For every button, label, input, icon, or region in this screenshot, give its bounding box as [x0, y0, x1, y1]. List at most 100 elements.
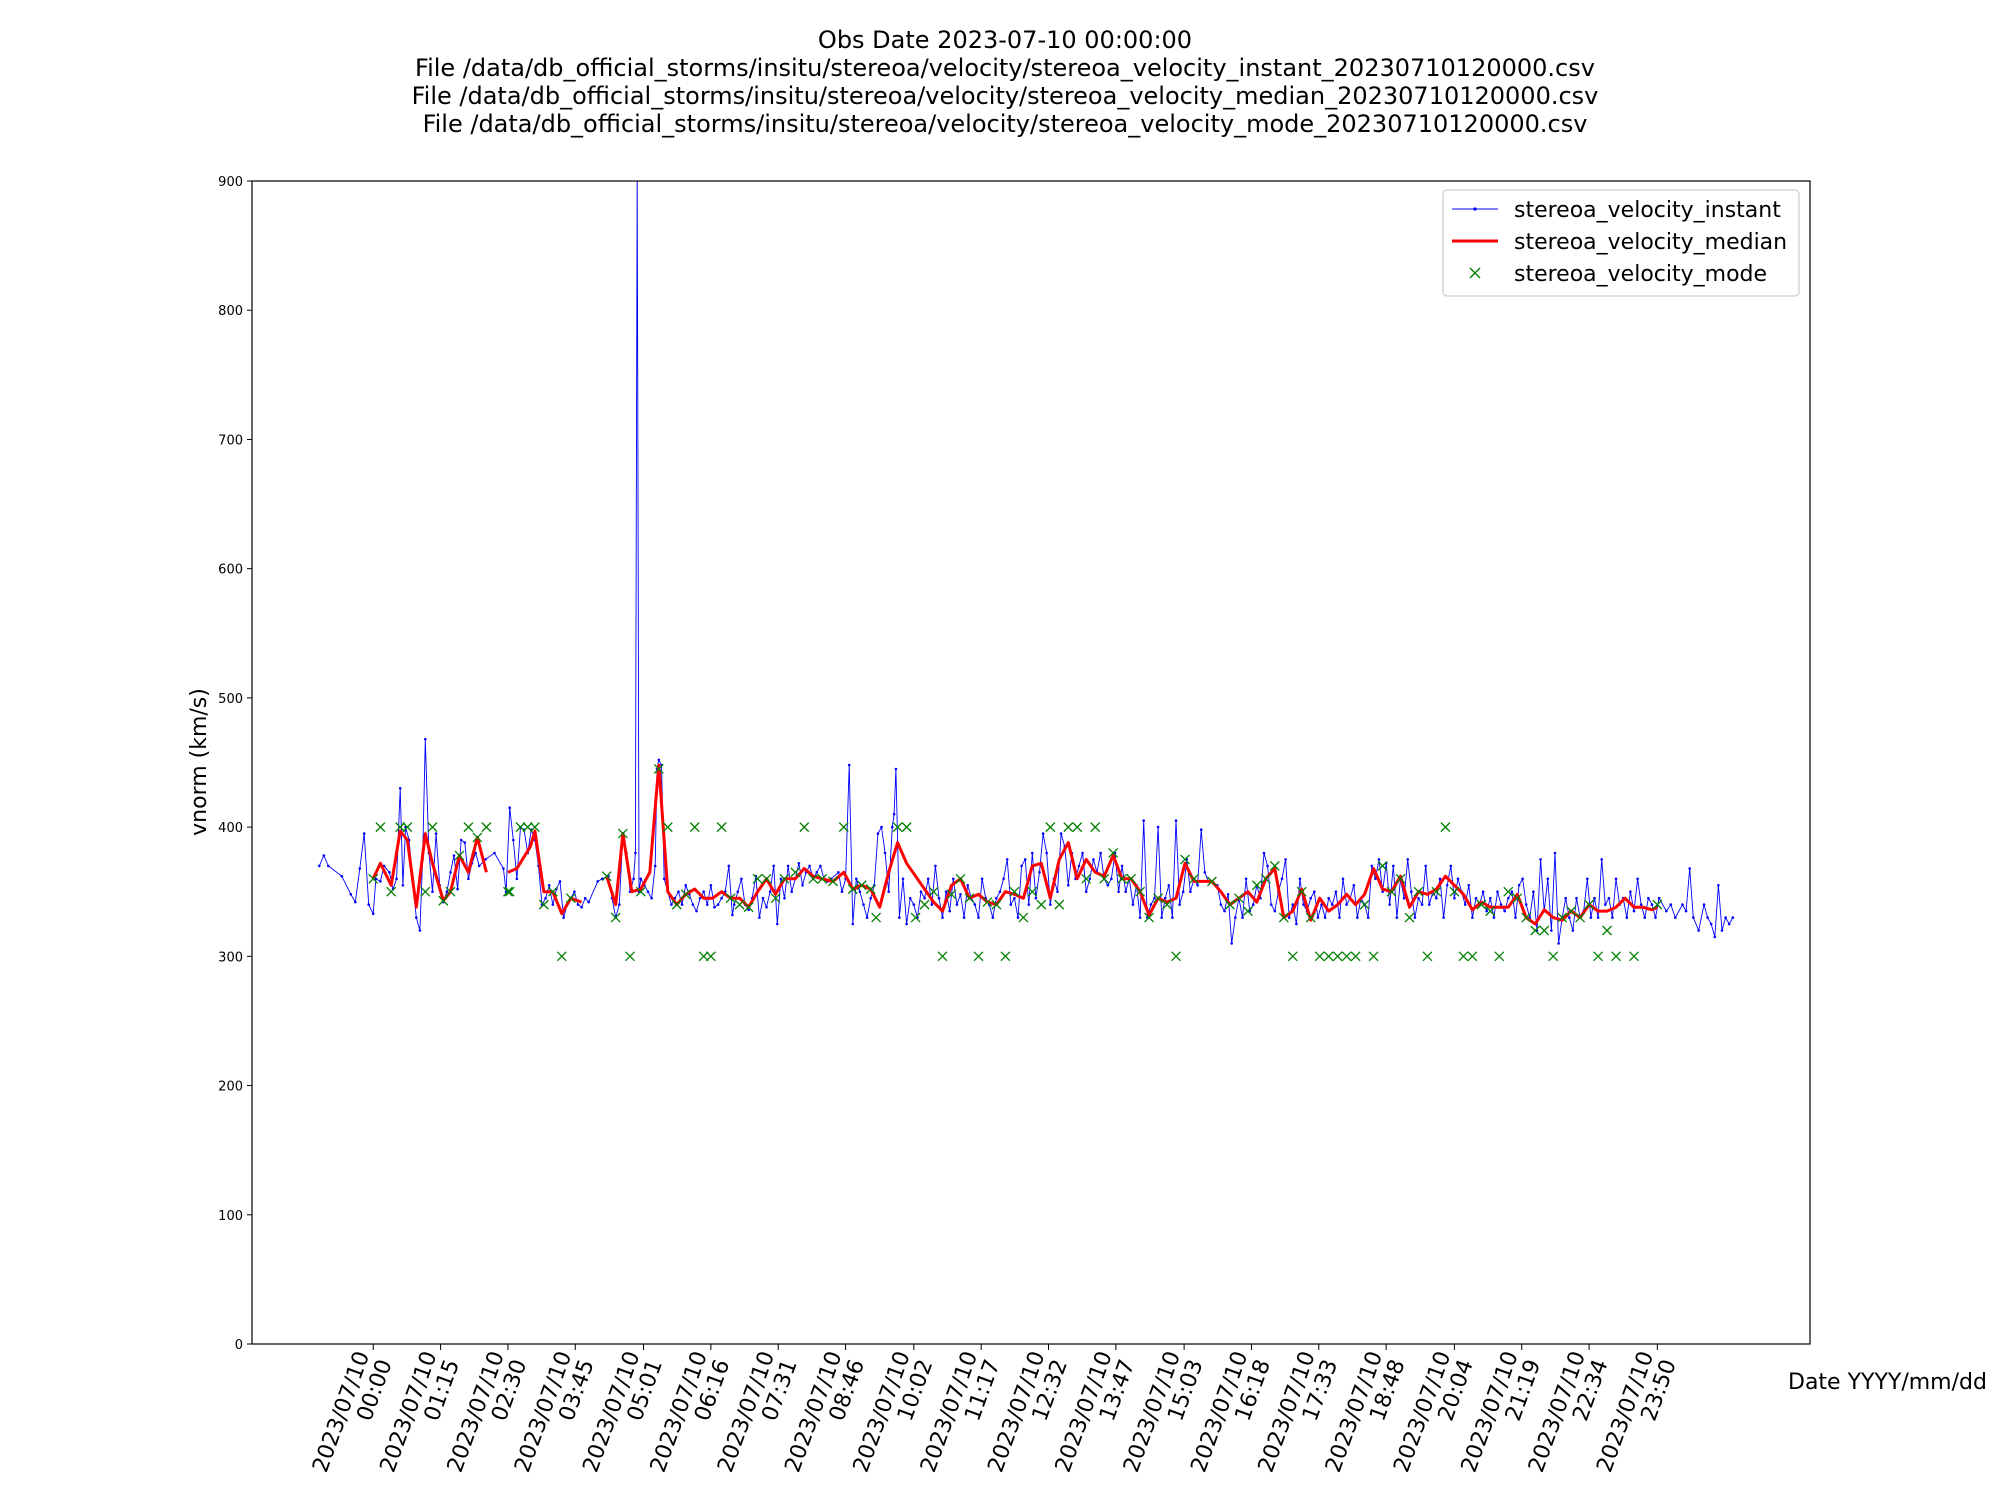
instant-point: [1266, 864, 1269, 868]
mode-point: [463, 822, 474, 833]
instant-point: [1181, 890, 1185, 893]
instant-point: [398, 787, 402, 790]
instant-point: [459, 838, 463, 842]
instant-point: [923, 896, 926, 900]
instant-point: [573, 890, 576, 893]
instant-point: [991, 916, 995, 919]
instant-point: [415, 916, 418, 919]
mode-point: [1018, 912, 1029, 923]
mode-point: [1072, 822, 1083, 833]
mode-point: [761, 873, 772, 884]
instant-point: [1316, 916, 1320, 919]
mode-point: [1467, 951, 1478, 962]
instant-point: [1345, 903, 1348, 906]
instant-point: [887, 890, 890, 893]
instant-point: [1273, 909, 1277, 913]
mode-point: [438, 895, 449, 906]
mode-point: [538, 899, 549, 910]
instant-point: [901, 877, 905, 881]
instant-point: [1639, 903, 1643, 906]
instant-point: [1724, 916, 1727, 919]
mode-point: [1593, 951, 1604, 962]
mode-point: [1341, 951, 1352, 962]
instant-point: [1453, 896, 1456, 900]
instant-point: [883, 851, 887, 855]
instant-point: [779, 877, 783, 881]
mode-point: [1629, 951, 1639, 962]
instant-point: [558, 880, 562, 883]
mode-point: [1135, 886, 1146, 897]
instant-point: [1156, 825, 1160, 829]
instant-point: [1230, 942, 1233, 945]
y-tick-label: 800: [218, 304, 243, 319]
mode-point: [420, 886, 431, 897]
instant-point: [1593, 896, 1596, 900]
instant-point: [1099, 851, 1102, 855]
instant-point: [1262, 851, 1266, 855]
instant-point: [1034, 896, 1038, 900]
instant-point: [580, 905, 583, 909]
mode-point: [1305, 912, 1316, 923]
instant-point: [1203, 871, 1207, 874]
instant-point: [515, 877, 519, 881]
instant-point: [912, 903, 916, 906]
instant-point: [677, 890, 680, 893]
instant-point: [1532, 890, 1535, 893]
legend-marker-mode: [1469, 267, 1481, 279]
instant-point: [1539, 858, 1542, 861]
mode-point: [1368, 951, 1379, 962]
mode-point: [698, 951, 709, 962]
instant-point: [1521, 877, 1524, 881]
mode-point: [743, 902, 754, 913]
instant-point: [1731, 916, 1735, 919]
mode-point: [1108, 847, 1119, 858]
instant-point: [797, 862, 801, 865]
instant-point: [576, 903, 580, 906]
mode-point: [991, 899, 1002, 910]
instant-point: [1189, 890, 1192, 893]
x-axis-ticks: 2023/07/1000:002023/07/1001:152023/07/10…: [308, 1344, 1682, 1476]
mode-point: [946, 889, 957, 900]
mode-point: [1287, 951, 1298, 962]
mode-point: [1422, 951, 1433, 962]
instant-point: [1717, 884, 1720, 887]
instant-point: [1117, 890, 1120, 893]
mode-point: [1296, 886, 1307, 897]
y-tick-label: 500: [218, 692, 243, 707]
mode-point: [1206, 876, 1217, 887]
instant-point: [327, 864, 330, 868]
instant-point: [1241, 916, 1244, 919]
instant-point: [467, 877, 470, 881]
mode-point: [1162, 899, 1173, 910]
instant-point: [1435, 896, 1438, 900]
instant-point: [1413, 916, 1417, 919]
instant-point: [1352, 884, 1356, 887]
instant-point: [1503, 909, 1506, 913]
instant-point: [1016, 916, 1020, 919]
mode-point: [1440, 822, 1451, 833]
instant-point: [445, 890, 449, 893]
y-tick-label: 300: [218, 950, 243, 965]
mode-point: [1117, 873, 1128, 884]
instant-point: [908, 896, 912, 900]
mode-point: [1503, 886, 1514, 897]
instant-point: [657, 758, 661, 762]
instant-point: [1553, 851, 1557, 855]
instant-point: [456, 887, 459, 891]
legend-label-mode: stereoa_velocity_mode: [1514, 262, 1767, 287]
instant-point: [702, 890, 705, 893]
instant-point: [1381, 890, 1384, 893]
mode-point: [1242, 906, 1253, 917]
instant-point: [395, 877, 398, 881]
mode-point: [910, 912, 921, 923]
mode-point: [662, 822, 673, 833]
instant-point: [955, 903, 959, 906]
instant-point: [1234, 916, 1237, 919]
mode-point: [982, 897, 993, 908]
instant-point: [1092, 858, 1095, 861]
instant-point: [1402, 896, 1406, 900]
instant-point: [1688, 867, 1691, 870]
mode-point: [368, 873, 379, 884]
chart-title: Obs Date 2023-07-10 00:00:00 File /data/…: [412, 26, 1599, 138]
